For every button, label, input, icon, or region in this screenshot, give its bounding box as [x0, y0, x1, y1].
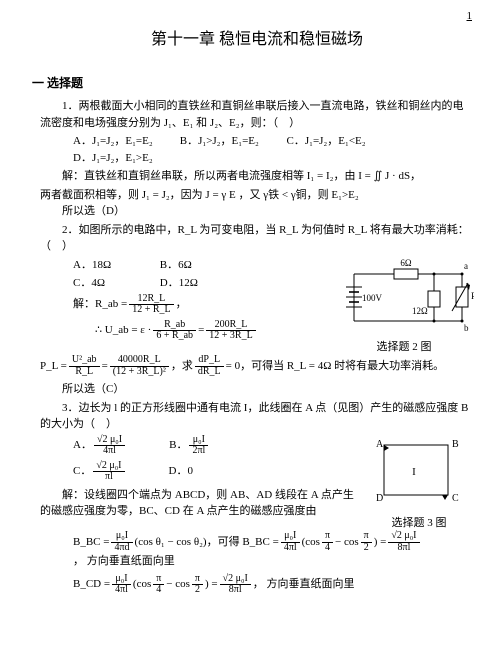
q2-optB: B．6Ω [160, 257, 192, 274]
q1-optD: D．J₁=J₂，E₁>E₂ [73, 150, 163, 167]
svg-text:b: b [464, 323, 469, 333]
q1-stem: 1．两根截面大小相同的直铁丝和直铜丝串联后接入一直流电路，铁丝和铜丝内的电流密度… [40, 98, 474, 131]
q1-optB: B．J₁>J₂，E₁=E₂ [180, 133, 270, 150]
q1-optA: A．J₁=J₂，E₁=E₂ [73, 133, 163, 150]
q1-options: A．J₁=J₂，E₁=E₂ B．J₁>J₂，E₁=E₂ C．J₁=J₂，E₁<E… [73, 133, 474, 166]
svg-text:D: D [376, 493, 383, 504]
q3-opts-row2: C． √2 μ₀Iπl D．0 [73, 461, 358, 483]
q2-uab: ∴ U_ab = ε · R_ab6 + R_ab = 200R_L12 + 3… [95, 320, 328, 342]
svg-text:C: C [452, 493, 459, 504]
q2-pl: P_L = U²_abR_L = 40000R_L(12 + 3R_L)² ，求… [40, 355, 474, 377]
q1-explain2: 两者截面积相等，则 J₁ = J₂，因为 J = γ E ，又 γ铁 < γ铜，… [40, 187, 474, 204]
page-number: 1 [467, 8, 473, 25]
section-heading: 一 选择题 [32, 74, 474, 92]
q3-fig-caption: 选择题 3 图 [364, 515, 474, 532]
q2-optD: D．12Ω [160, 275, 198, 292]
svg-text:I: I [412, 466, 416, 478]
q3-opts-row1: A． √2 μ₀I4πl B． μ₀I2πl [73, 435, 358, 457]
svg-text:100V: 100V [362, 293, 383, 303]
q2-rab: 解：R_ab = 12R_L12 + R_L ， [73, 294, 328, 316]
q1-explain1: 解：直铁丝和直铜丝串联，所以两者电流强度相等 I₁ = I₂，由 I = ∬ J… [40, 168, 474, 185]
q2-solve-label: 解：R_ab = [73, 296, 127, 313]
q2-fig-caption: 选择题 2 图 [334, 339, 474, 356]
q2-circuit-figure: 6Ω a R_L 12Ω b [334, 259, 474, 339]
q3-bbc: B_BC = μ₀I4πd (cos θ₁ − cos θ₂)，可得 B_BC … [73, 531, 474, 570]
svg-text:6Ω: 6Ω [400, 259, 412, 268]
q1-optC: C．J₁=J₂，E₁<E₂ [287, 133, 377, 150]
svg-text:a: a [464, 261, 468, 271]
svg-text:B: B [452, 439, 459, 450]
q2-optC: C．4Ω [73, 275, 143, 292]
q1-answer: 所以选（D） [40, 203, 474, 220]
svg-text:12Ω: 12Ω [412, 306, 428, 316]
q2-optA: A．18Ω [73, 257, 143, 274]
q3-bcd: B_CD = μ₀I4πl (cos π4 − cos π2 ) = √2 μ₀… [73, 574, 474, 596]
q2-stem: 2．如图所示的电路中，R_L 为可变电阻，当 R_L 为何值时 R_L 将有最大… [40, 222, 474, 255]
q3-stem: 3．边长为 l 的正方形线圈中通有电流 I，此线圈在 A 点（见图）产生的磁感应… [40, 400, 474, 433]
svg-text:A: A [376, 439, 384, 450]
svg-text:R_L: R_L [471, 291, 474, 301]
q3-figure: A B C D I [364, 435, 474, 515]
q2-answer: 所以选（C） [40, 381, 474, 398]
chapter-title: 第十一章 稳恒电流和稳恒磁场 [40, 28, 474, 52]
